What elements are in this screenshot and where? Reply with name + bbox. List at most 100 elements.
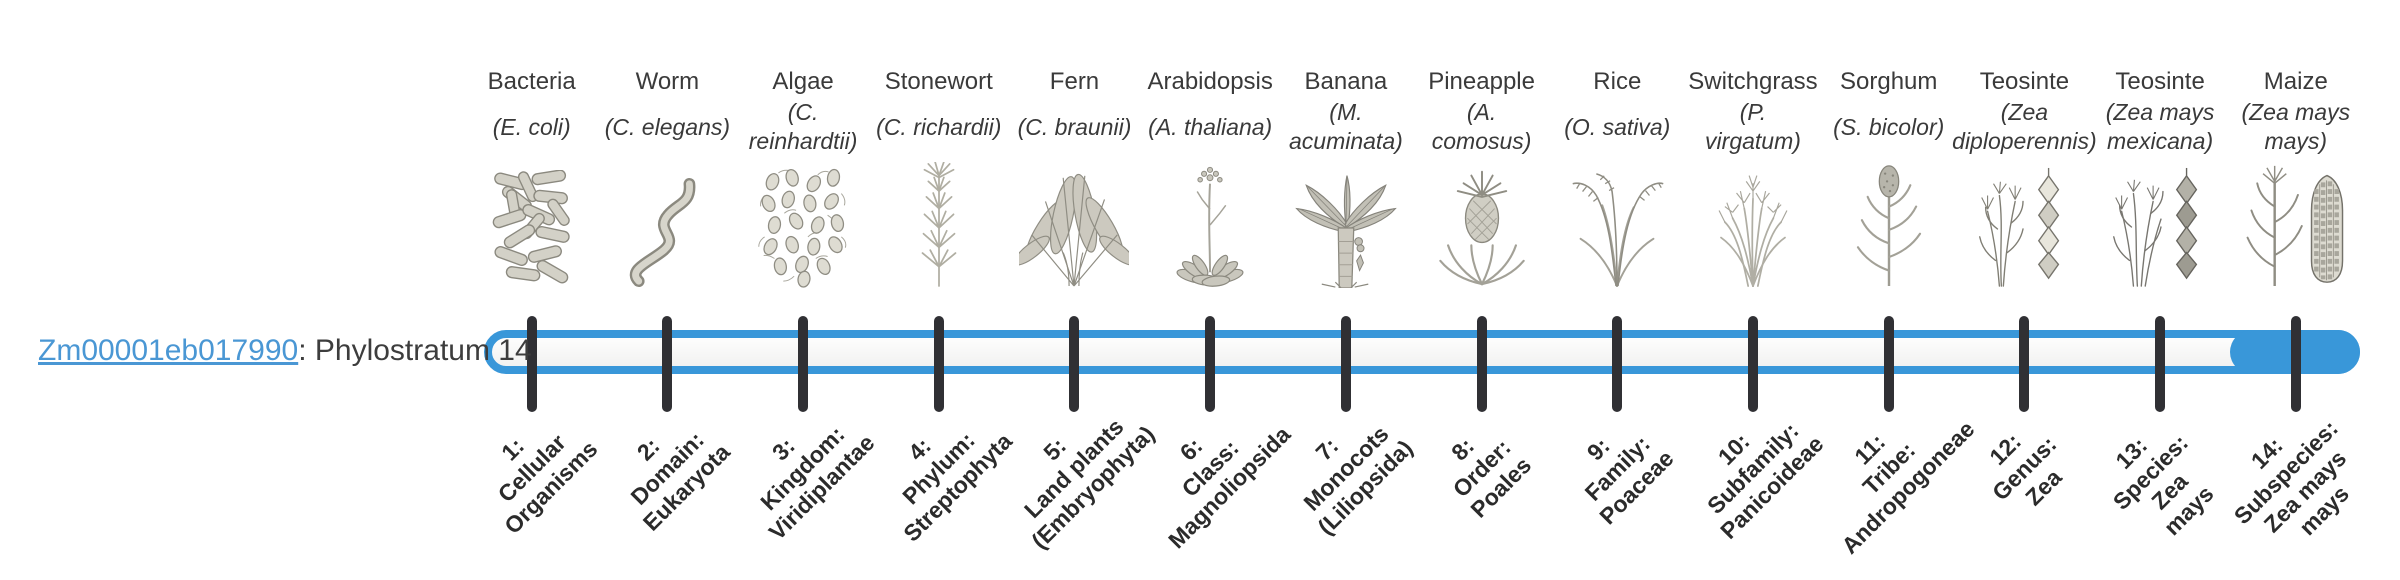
timeline-tick (933, 316, 944, 412)
organism-name: Pineapple (1428, 68, 1535, 95)
organism-scientific-name: (O. sativa) (1564, 113, 1671, 140)
organism-scientific-name: (P. virgatum) (1705, 99, 1801, 154)
timeline-tick (1883, 316, 1894, 412)
organism-illustration (1278, 162, 1414, 288)
organism-illustration (2092, 162, 2228, 288)
organism-illustration (1414, 162, 1550, 288)
timeline-tick (2019, 316, 2030, 412)
organism-illustration (1957, 162, 2093, 288)
organism-illustration (735, 162, 871, 288)
organism-name: Stonewort (884, 68, 993, 95)
organism-scientific-name: (Zea mays mexicana) (2105, 99, 2215, 154)
organism-illustration (1142, 162, 1278, 288)
organism-column: Switchgrass (P. virgatum) 10: Subfamily:… (1685, 0, 1828, 580)
organism-column: Stonewort (C. richardii) 4: Phylum: Stre… (871, 0, 1017, 580)
organism-column: Algae (C. reinhardtii) (735, 0, 880, 580)
organism-name: Fern (1049, 68, 1100, 95)
pineapple-icon (1438, 170, 1525, 286)
organism-name: Algae (772, 68, 834, 95)
teosinte-diploperennis-icon (1979, 167, 2060, 287)
timeline-tick (1747, 316, 1758, 412)
organism-name: Teosinte (1979, 68, 2070, 95)
organism-name: Sorghum (1839, 68, 1938, 95)
timeline-tick (1340, 316, 1351, 412)
worm-icon (630, 177, 696, 288)
organism-name: Worm (635, 68, 700, 95)
organism-name: Banana (1304, 68, 1388, 95)
organism-column: Bacteria (E. coli) 1: Cellular Organisms (464, 0, 603, 580)
organism-column: Worm (C. elegans) 2: Domain: Eukaryota (600, 0, 736, 580)
stratum-label: 1: Cellular Organisms (492, 429, 603, 539)
maize-icon (2246, 165, 2344, 287)
organism-illustration (1007, 162, 1143, 288)
organism-illustration (600, 162, 736, 288)
timeline-bar (484, 330, 2360, 374)
organism-name: Switchgrass (1688, 68, 1818, 95)
timeline-tick (1069, 316, 1080, 412)
switchgrass-icon (1718, 175, 1788, 287)
fern-icon (1019, 173, 1130, 287)
organism-column: Rice (O. sativa) 9: Family: Poaceae (1549, 0, 1685, 580)
organism-scientific-name: (E. coli) (492, 113, 571, 140)
organism-column: Sorghum (S. bicolor) 11: Tribe: Andropog… (1821, 0, 1979, 580)
arabidopsis-icon (1176, 166, 1244, 287)
stratum-label: 7: Monocots (Liliopsida) (1297, 420, 1418, 540)
organism-name: Rice (1593, 68, 1642, 95)
organism-column: Teosinte (Zea mays mexicana) 13: Species… (2092, 0, 2228, 580)
timeline-tick (1476, 316, 1487, 412)
organism-scientific-name: (Zea mays mays) (2241, 99, 2351, 154)
gene-phylostratum-text: : Phylostratum 14 (298, 334, 532, 367)
organism-illustration (871, 162, 1007, 288)
organism-column: Banana (M. acuminata) 7: Monocots (Lilio… (1278, 0, 1417, 580)
organism-scientific-name: (Zea diploperennis) (1952, 99, 2097, 154)
organism-name: Bacteria (487, 68, 576, 95)
organism-column: Maize (Zea mays mays) 14: Subspecies: Ze… (2228, 0, 2364, 580)
timeline-tick (798, 316, 809, 412)
stratum-label: 4: Phylum: Streptophyta (897, 426, 1017, 547)
organism-name: Arabidopsis (1147, 68, 1273, 95)
algae-icon (758, 168, 847, 288)
stonewort-icon (921, 162, 957, 287)
gene-link[interactable]: Zm00001eb017990 (38, 334, 299, 367)
organism-column: Pineapple (A. comosus) 8: Order: Poales (1414, 0, 1550, 580)
timeline-tick (662, 316, 673, 412)
stratum-label: 14: Subspecies: Zea mays mays (2228, 415, 2355, 541)
organism-scientific-name: (S. bicolor) (1833, 113, 1945, 140)
organism-scientific-name: (C. braunii) (1017, 113, 1132, 140)
timeline-tick (1612, 316, 1623, 412)
timeline-tick (1205, 316, 1216, 412)
gene-label: Zm00001eb017990: Phylostratum 14 (38, 334, 532, 368)
organism-column: Fern (C. braunii) 5: Land plants (Embryo… (1007, 0, 1160, 580)
organism-illustration (464, 162, 600, 288)
organism-illustration (1821, 162, 1957, 288)
organism-scientific-name: (A. thaliana) (1148, 113, 1273, 140)
timeline-tick (526, 316, 537, 412)
organism-illustration (1685, 162, 1821, 288)
stratum-label: 10: Subfamily: Panicoideae (1701, 417, 1829, 544)
organism-scientific-name: (C. reinhardtii) (748, 99, 858, 154)
organism-illustration (1549, 162, 1685, 288)
stratum-label: 12: Genus: Zea (1983, 428, 2067, 511)
teosinte-mexicana-icon (2113, 167, 2198, 287)
organism-illustration (2228, 162, 2364, 288)
sorghum-icon (1856, 165, 1921, 287)
organism-name: Teosinte (2115, 68, 2205, 95)
organism-scientific-name: (C. richardii) (876, 113, 1002, 140)
timeline-tick (2290, 316, 2301, 412)
organism-column: Teosinte (Zea diploperennis) 12: Genus: … (1952, 0, 2096, 580)
timeline-tick (2155, 316, 2166, 412)
stratum-label: 9: Family: Poaceae (1579, 430, 1679, 530)
organism-column: Arabidopsis (A. thaliana) 6: Class: Magn… (1142, 0, 1295, 580)
stratum-label: 13: Species: Zea mays (2107, 429, 2219, 541)
organism-scientific-name: (M. acuminata) (1289, 99, 1403, 154)
bacteria-icon (492, 170, 570, 284)
stratum-label: 8: Order: Poales (1445, 432, 1536, 523)
organism-scientific-name: (A. comosus) (1431, 99, 1532, 154)
organism-name: Maize (2263, 68, 2328, 95)
organism-scientific-name: (C. elegans) (604, 113, 731, 140)
stratum-label: 2: Domain: Eukaryota (625, 426, 735, 536)
banana-icon (1295, 175, 1397, 288)
stratum-label: 3: Kingdom: Viridiplantae (755, 421, 880, 546)
rice-icon (1572, 173, 1664, 288)
